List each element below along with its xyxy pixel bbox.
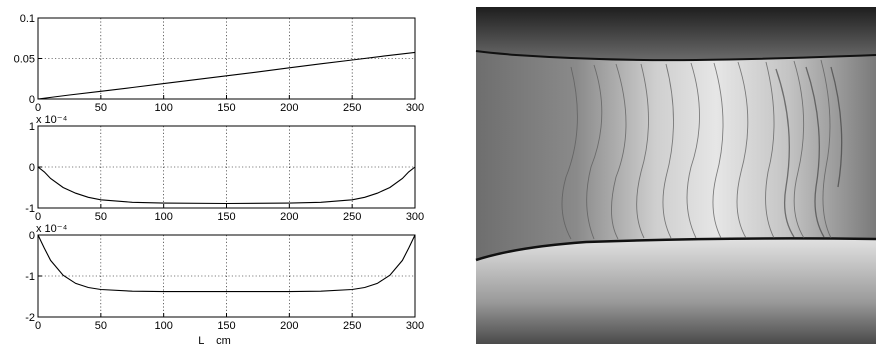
plot2-xtick-label-150: 150 <box>217 211 235 223</box>
plot2-xtick-label-100: 100 <box>154 211 172 223</box>
plot3-xtick-label-300: 300 <box>406 320 424 332</box>
plot1-xtick-label-200: 200 <box>280 102 298 114</box>
plot1-xtick-label-0: 0 <box>35 102 41 114</box>
photo-bottom-edge <box>475 237 876 262</box>
plot2-exponent-label: x 10⁻⁴ <box>36 114 68 126</box>
plot2-xtick-label-200: 200 <box>280 211 298 223</box>
plot3-xtick-label-100: 100 <box>154 320 172 332</box>
plot3-xtick-label-250: 250 <box>343 320 361 332</box>
plot1-xtick-label-300: 300 <box>406 102 424 114</box>
plot3-curve <box>37 234 416 293</box>
photo-top-wall <box>476 7 876 61</box>
plot1-ytick-label-0: 0 <box>29 94 35 106</box>
plot3-xlabel: L cm <box>198 335 231 347</box>
photo-top-edge <box>475 50 876 62</box>
plot1-ytick-label-0.05: 0.05 <box>14 54 35 66</box>
flow-photograph <box>475 7 876 344</box>
plot2-xtick-label-300: 300 <box>406 211 424 223</box>
photo-streaks <box>561 59 832 240</box>
plot3-ytick-label--1: -1 <box>25 271 35 283</box>
plot2-xtick-label-50: 50 <box>95 211 107 223</box>
plot3-exponent-label: x 10⁻⁴ <box>36 223 68 235</box>
photo-dark-streaks <box>775 66 843 238</box>
photo-bottom-wall <box>476 238 876 344</box>
plot2-ytick-label-1: 1 <box>29 121 35 133</box>
plot3-ytick-label--2: -2 <box>25 312 35 324</box>
plot2-xtick-label-250: 250 <box>343 211 361 223</box>
plot3-xtick-label-200: 200 <box>280 320 298 332</box>
plot1-curve <box>37 51 416 100</box>
plot2-curve <box>37 166 416 205</box>
plot2-xtick-label-0: 0 <box>35 211 41 223</box>
plot1-xtick-label-150: 150 <box>217 102 235 114</box>
plot2-ytick-label--1: -1 <box>25 203 35 215</box>
plot1-ytick-label-0.1: 0.1 <box>20 13 35 25</box>
plot3-xtick-label-150: 150 <box>217 320 235 332</box>
plot2-ytick-label-0: 0 <box>29 162 35 174</box>
plot3-xtick-label-50: 50 <box>95 320 107 332</box>
plot3-ytick-label-0: 0 <box>29 230 35 242</box>
plot3-xtick-label-0: 0 <box>35 320 41 332</box>
plot1-xtick-label-50: 50 <box>95 102 107 114</box>
plot1-xtick-label-100: 100 <box>154 102 172 114</box>
plot1-xtick-label-250: 250 <box>343 102 361 114</box>
